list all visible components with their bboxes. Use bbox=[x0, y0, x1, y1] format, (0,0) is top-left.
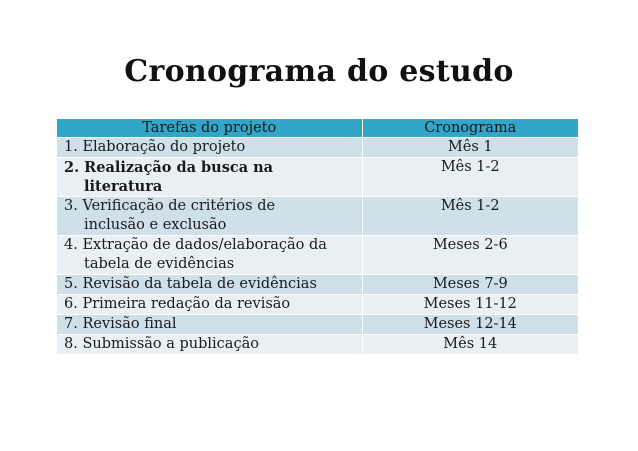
schedule-label: Mês 14 bbox=[443, 336, 498, 352]
schedule-label: Mês 1-2 bbox=[440, 159, 500, 175]
task-cell: 3. Verificação de critérios de inclusão … bbox=[57, 196, 363, 236]
schedule-label: Meses 7-9 bbox=[432, 276, 508, 292]
schedule-label: Meses 2-6 bbox=[432, 237, 508, 253]
header-tasks: Tarefas do projeto bbox=[57, 119, 363, 138]
task-label-line1: 2. Realização da busca na bbox=[64, 159, 274, 176]
task-cell: 4. Extração de dados/elaboração da tabel… bbox=[57, 235, 363, 275]
task-cell: 1. Elaboração do projeto bbox=[57, 137, 363, 158]
table-row: 3. Verificação de critérios de inclusão … bbox=[57, 196, 578, 236]
schedule-label: Meses 12-14 bbox=[423, 316, 517, 332]
schedule-label: Mês 1-2 bbox=[440, 198, 500, 214]
header-schedule: Cronograma bbox=[362, 119, 578, 138]
task-label-line1: 4. Extração de dados/elaboração da bbox=[64, 237, 327, 253]
schedule-label: Meses 11-12 bbox=[423, 296, 517, 312]
task-label: 6. Primeira redação da revisão bbox=[64, 296, 291, 312]
task-label-line2: tabela de evidências bbox=[84, 256, 235, 272]
task-cell: 5. Revisão da tabela de evidências bbox=[57, 274, 363, 295]
task-label-line2: inclusão e exclusão bbox=[84, 217, 227, 233]
schedule-cell: Meses 11-12 bbox=[362, 294, 578, 315]
table-header-row: Tarefas do projeto Cronograma bbox=[57, 119, 578, 138]
task-cell: 2. Realização da busca na literatura bbox=[57, 157, 363, 197]
table-row: 8. Submissão a publicação Mês 14 bbox=[57, 334, 578, 354]
schedule-cell: Mês 14 bbox=[362, 334, 578, 354]
task-cell: 8. Submissão a publicação bbox=[57, 334, 363, 354]
task-label: 5. Revisão da tabela de evidências bbox=[64, 276, 317, 292]
task-label: 4. Extração de dados/elaboração da tabel… bbox=[57, 236, 362, 274]
table-row: 7. Revisão final Meses 12-14 bbox=[57, 314, 578, 335]
task-cell: 6. Primeira redação da revisão bbox=[57, 294, 363, 315]
table-row: 6. Primeira redação da revisão Meses 11-… bbox=[57, 294, 578, 315]
table-row: 2. Realização da busca na literatura Mês… bbox=[57, 157, 578, 197]
schedule-cell: Meses 12-14 bbox=[362, 314, 578, 335]
task-label: 7. Revisão final bbox=[64, 316, 177, 332]
task-label: 8. Submissão a publicação bbox=[64, 336, 259, 352]
table-row: 4. Extração de dados/elaboração da tabel… bbox=[57, 235, 578, 275]
table-row: 5. Revisão da tabela de evidências Meses… bbox=[57, 274, 578, 295]
task-label: 1. Elaboração do projeto bbox=[64, 139, 246, 155]
task-label-line2: literatura bbox=[84, 178, 163, 195]
schedule-cell: Mês 1-2 bbox=[362, 196, 578, 236]
schedule-cell: Meses 7-9 bbox=[362, 274, 578, 295]
task-label: 3. Verificação de critérios de inclusão … bbox=[57, 197, 362, 235]
schedule-label: Mês 1 bbox=[447, 139, 493, 155]
task-label: 2. Realização da busca na literatura bbox=[57, 158, 362, 196]
schedule-cell: Mês 1 bbox=[362, 137, 578, 158]
slide-title: Cronograma do estudo bbox=[124, 54, 514, 89]
table-row: 1. Elaboração do projeto Mês 1 bbox=[57, 137, 578, 158]
schedule-cell: Meses 2-6 bbox=[362, 235, 578, 275]
task-cell: 7. Revisão final bbox=[57, 314, 363, 335]
schedule-cell: Mês 1-2 bbox=[362, 157, 578, 197]
schedule-table: Tarefas do projeto Cronograma 1. Elabora… bbox=[57, 119, 578, 354]
task-label-line1: 3. Verificação de critérios de bbox=[64, 198, 276, 214]
